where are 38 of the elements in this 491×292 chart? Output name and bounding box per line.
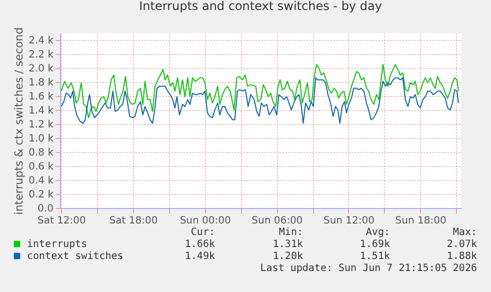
y-tick-label: 1.2 k <box>28 120 54 130</box>
text: 1.66k <box>184 239 215 250</box>
y-tick-label: 1.4 k <box>28 106 54 116</box>
x-tick-label: Sun 12:00 <box>323 216 374 226</box>
line-series <box>60 77 459 124</box>
text: 2.07k <box>446 239 477 250</box>
y-tick-label: 1.0 k <box>28 134 54 144</box>
text: 1.31k <box>272 239 303 250</box>
line-series <box>60 64 459 118</box>
text: Max: <box>452 227 477 238</box>
x-tick-label: Sat 12:00 <box>37 216 86 226</box>
text: 1.49k <box>184 251 215 262</box>
text: 1.69k <box>360 239 390 250</box>
y-tick-label: 0.4 k <box>28 176 54 186</box>
x-tick-label: Sun 18:00 <box>395 216 446 226</box>
y-tick-label: 1.8 k <box>28 78 54 88</box>
legend-label: interrupts <box>27 239 88 250</box>
y-tick-label: 2.4 k <box>28 36 54 46</box>
x-tick-label: Sun 00:00 <box>180 216 231 226</box>
text: Cur: <box>190 227 215 238</box>
text: Min: <box>278 227 303 238</box>
chart-title: Interrupts and context switches - by day <box>139 0 382 13</box>
y-tick-label: 2.0 k <box>28 64 54 74</box>
y-tick-label: 0.8 k <box>28 148 54 158</box>
y-tick-label: 0.6 k <box>28 162 54 172</box>
text: 1.20k <box>272 251 303 262</box>
y-tick-label: 1.6 k <box>28 92 54 102</box>
text: Last update: Sun Jun 7 21:15:05 2026 <box>260 263 477 274</box>
legend-label: context switches <box>27 251 124 262</box>
text: 1.88k <box>446 251 477 262</box>
y-axis-title: interrupts & ctx switches / second <box>12 27 26 215</box>
x-tick-label: Sun 06:00 <box>252 216 303 226</box>
text: 1.51k <box>360 251 390 262</box>
text: Avg: <box>366 227 390 238</box>
y-tick-label: 2.2 k <box>28 50 54 60</box>
y-tick-label: 0.2 k <box>28 190 54 200</box>
x-tick-label: Sat 18:00 <box>109 216 158 226</box>
y-tick-label: 0.0 <box>38 204 54 214</box>
